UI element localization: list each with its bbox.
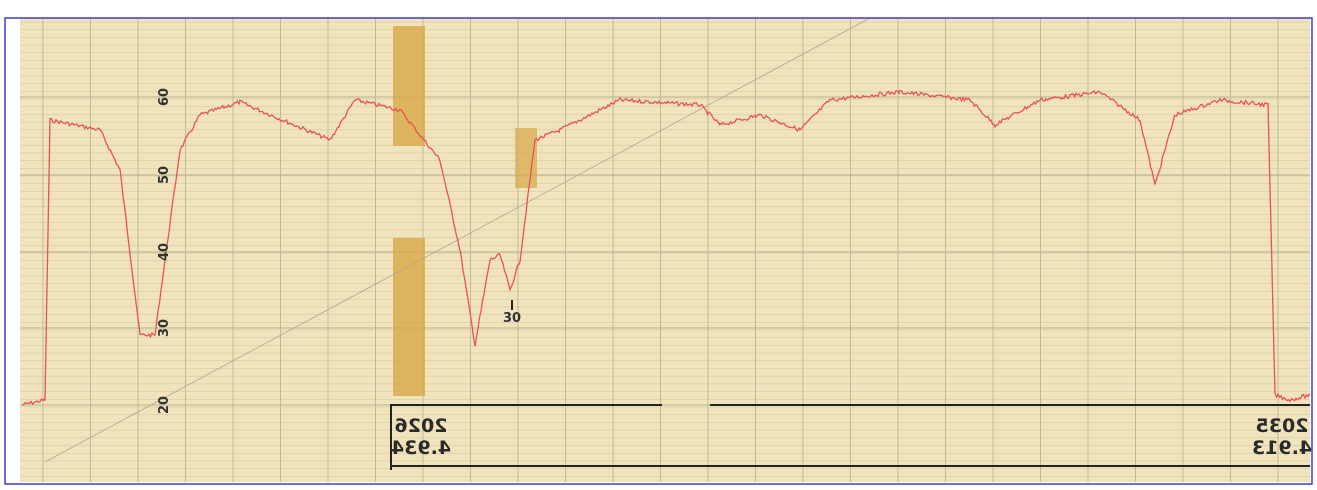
stamp-code: 2026 [395,415,448,437]
stamp-code: 2035 [1256,415,1309,437]
scale-label: 50 [157,166,172,184]
stamp-value: 4.934 [391,437,451,459]
scale-label: 20 [157,396,172,414]
tape [515,128,537,188]
tape [393,26,425,146]
stamp-value: 4.913 [1252,437,1312,459]
marker-label: 30 [503,311,521,326]
trace [21,89,1311,406]
frame [4,17,1313,485]
baseline [390,404,1310,470]
tape [393,238,425,396]
scale-label: 40 [157,243,172,261]
scale-label: 30 [157,319,172,337]
paper [20,18,1310,482]
scale-label: 60 [157,88,172,106]
